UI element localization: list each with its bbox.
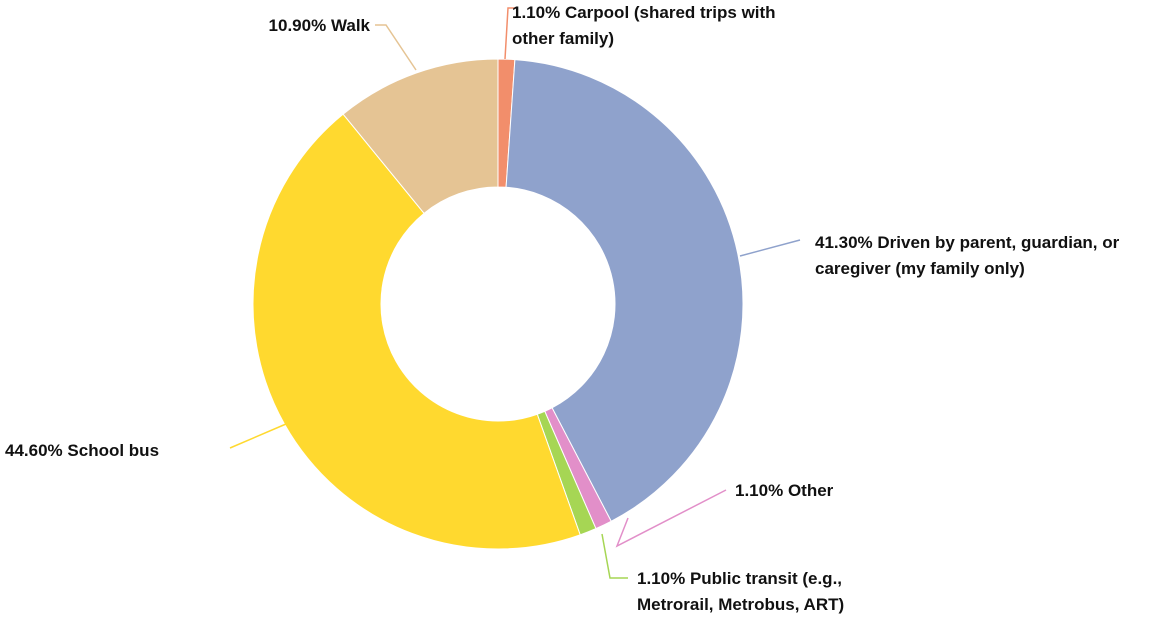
leader-line (229, 423, 287, 449)
category-label: School bus (67, 441, 160, 460)
value-label: 1.10% (637, 569, 686, 588)
slice (505, 59, 744, 522)
leader-line (739, 239, 801, 257)
data-label: 10.90% Walk (180, 13, 370, 39)
leader-line (601, 533, 628, 579)
category-label: Carpool (shared trips with other family) (512, 3, 776, 48)
data-label: 1.10% Public transit (e.g., Metrorail, M… (637, 566, 887, 618)
category-label: Public transit (e.g., Metrorail, Metrobu… (637, 569, 845, 614)
category-label: Other (787, 481, 834, 500)
slice (252, 113, 581, 550)
value-label: 1.10% (512, 3, 561, 22)
data-label: 44.60% School bus (5, 438, 225, 464)
leader-line (375, 24, 417, 71)
leader-line (615, 489, 727, 548)
value-label: 10.90% (268, 16, 327, 35)
category-label: Walk (330, 16, 370, 35)
value-label: 44.60% (5, 441, 63, 460)
slice (342, 58, 499, 215)
data-label: 1.10% Other (735, 478, 935, 504)
value-label: 41.30% (815, 233, 873, 252)
value-label: 1.10% (735, 481, 784, 500)
data-label: 1.10% Carpool (shared trips with other f… (512, 0, 812, 52)
data-label: 41.30% Driven by parent, guardian, or ca… (815, 230, 1171, 282)
category-label: Driven by parent, guardian, or caregiver… (815, 233, 1120, 278)
leader-line (504, 7, 518, 60)
